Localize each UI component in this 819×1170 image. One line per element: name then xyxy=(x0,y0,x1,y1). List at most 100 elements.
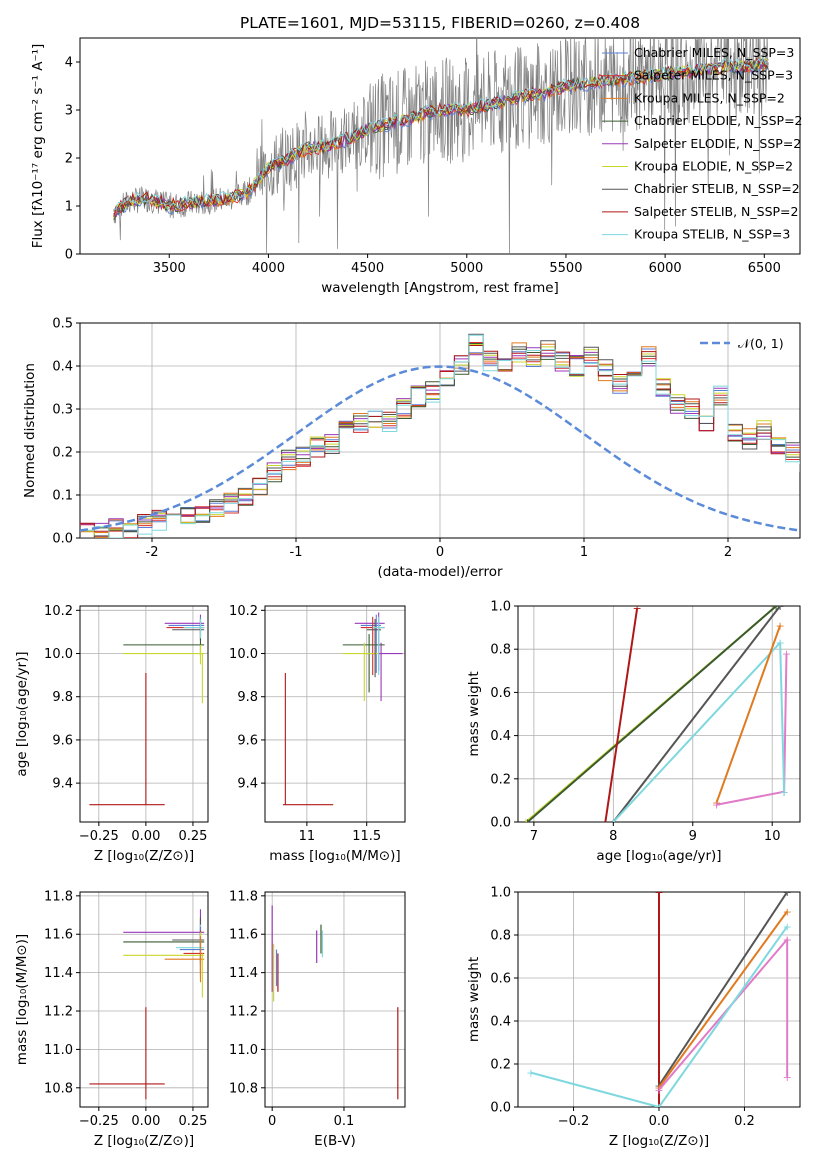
legend-entry: Salpeter ELODIE, N_SSP=2 xyxy=(634,136,801,151)
weight-marker: + xyxy=(601,816,610,829)
y-tick-label: 0.0 xyxy=(490,1101,511,1116)
x-axis-label: mass [log₁₀(M/M⊙)] xyxy=(269,848,400,864)
legend-entry: Kroupa ELODIE, N_SSP=2 xyxy=(634,159,793,174)
weight-line-6 xyxy=(658,925,788,1107)
axes-frame xyxy=(79,37,801,255)
weight-marker: + xyxy=(654,1101,663,1114)
y-axis-label: mass weight xyxy=(466,957,482,1042)
y-axis-label: Flux [fλ10⁻¹⁷ erg cm⁻² s⁻¹ A⁻¹] xyxy=(30,44,46,249)
x-tick-label: -2 xyxy=(146,545,159,560)
y-tick-label: 10.2 xyxy=(229,604,258,619)
x-tick-label: 6500 xyxy=(748,261,781,276)
y-tick-label: 11.4 xyxy=(229,966,258,981)
y-tick-label: 1.0 xyxy=(490,600,511,615)
y-tick-label: 0.0 xyxy=(490,816,511,831)
x-tick-label: 7 xyxy=(530,829,538,844)
y-tick-label: 0.0 xyxy=(52,532,73,547)
plot-area xyxy=(89,614,205,806)
y-tick-label: 10.8 xyxy=(44,1081,73,1096)
y-tick-label: 0.6 xyxy=(490,686,511,701)
hist-series-7 xyxy=(80,345,800,538)
x-tick-label: 0.1 xyxy=(334,1114,355,1129)
x-tick-label: 0.2 xyxy=(734,1114,755,1129)
weight-marker: + xyxy=(780,786,789,799)
x-tick-label: 6000 xyxy=(649,261,682,276)
weight-marker: + xyxy=(712,799,721,812)
y-tick-label: 10.8 xyxy=(229,1081,258,1096)
y-tick-label: 11.0 xyxy=(44,1043,73,1058)
weight-line-2 xyxy=(604,608,639,822)
weight-marker: + xyxy=(521,816,530,829)
x-axis-label: wavelength [Angstrom, rest frame] xyxy=(321,280,559,296)
x-tick-label: 10 xyxy=(764,829,781,844)
plot-area: ++++++++++++++ xyxy=(526,886,792,1114)
y-axis-label: mass [log₁₀(M/M⊙)] xyxy=(14,934,30,1065)
axes-frame xyxy=(264,891,406,1108)
x-axis-label: Z [log₁₀(Z/Z⊙)] xyxy=(94,1133,194,1149)
x-tick-label: 0.00 xyxy=(131,829,160,844)
x-tick-label: 0.0 xyxy=(649,1114,670,1129)
hist-series-4 xyxy=(80,347,800,538)
y-axis-label: age [log₁₀(age/yr)] xyxy=(14,651,30,776)
model-spectrum-8 xyxy=(113,56,769,211)
weight-line-2 xyxy=(658,910,788,1089)
x-axis-label: Z [log₁₀(Z/Z⊙)] xyxy=(94,848,194,864)
weight-marker: + xyxy=(776,600,785,613)
legend-entry: 𝒩(0, 1) xyxy=(738,336,784,351)
y-tick-label: 0.2 xyxy=(490,1058,511,1073)
y-tick-label: 1.0 xyxy=(490,886,511,901)
y-tick-label: 11.0 xyxy=(229,1043,258,1058)
y-tick-label: 9.4 xyxy=(237,777,258,792)
x-axis-label: Z [log₁₀(Z/Z⊙)] xyxy=(609,1133,709,1149)
y-tick-label: 0.1 xyxy=(52,489,73,504)
y-tick-label: 11.2 xyxy=(229,1005,258,1020)
y-tick-label: 0 xyxy=(65,248,73,263)
x-tick-label: 0.25 xyxy=(178,1114,207,1129)
y-tick-label: 11.4 xyxy=(44,966,73,981)
weight-marker: + xyxy=(654,1084,663,1097)
weight-marker: + xyxy=(772,600,781,613)
y-tick-label: 9.8 xyxy=(52,690,73,705)
weight-marker: + xyxy=(654,1101,663,1114)
weight-marker: + xyxy=(772,600,781,613)
axes-frame xyxy=(264,605,406,823)
weight-marker: + xyxy=(523,816,532,829)
weight-marker: + xyxy=(783,1071,792,1084)
y-axis-label: mass weight xyxy=(466,671,482,756)
weight-marker: + xyxy=(609,816,618,829)
hist-series-5 xyxy=(80,344,800,538)
weight-marker: + xyxy=(783,886,792,899)
weight-marker: + xyxy=(654,1101,663,1114)
x-tick-label: -1 xyxy=(290,545,303,560)
y-tick-label: 0.3 xyxy=(52,403,73,418)
y-tick-label: 2 xyxy=(65,152,73,167)
x-axis-label: age [log₁₀(age/yr)] xyxy=(596,848,721,864)
x-tick-label: 0 xyxy=(268,1114,276,1129)
x-axis-label: (data-model)/error xyxy=(377,564,503,580)
axes-frame xyxy=(79,605,209,823)
weight-line-6 xyxy=(716,790,785,806)
y-tick-label: 10.0 xyxy=(44,647,73,662)
y-tick-label: 0.2 xyxy=(52,446,73,461)
x-tick-label: 0.00 xyxy=(131,1114,160,1129)
x-tick-label: 11 xyxy=(299,829,316,844)
x-tick-label: 1 xyxy=(580,545,588,560)
y-tick-label: 11.2 xyxy=(44,1005,73,1020)
y-tick-label: 0.8 xyxy=(490,643,511,658)
weight-marker: + xyxy=(712,797,721,810)
hist-series-8 xyxy=(80,334,800,538)
weight-marker: + xyxy=(654,886,663,899)
y-tick-label: 9.6 xyxy=(237,733,258,748)
weight-marker: + xyxy=(633,602,642,615)
weight-line-4 xyxy=(612,642,781,822)
weight-marker: + xyxy=(776,619,785,632)
x-tick-label: 8 xyxy=(609,829,617,844)
x-tick-label: 4500 xyxy=(351,261,384,276)
y-tick-label: 0.2 xyxy=(490,772,511,787)
x-tick-label: 0 xyxy=(436,545,444,560)
plot-area: ++++++++++++++++++ xyxy=(521,600,791,829)
y-tick-label: 4 xyxy=(65,56,73,71)
normal-curve xyxy=(80,365,800,532)
x-tick-label: 0.25 xyxy=(178,829,207,844)
